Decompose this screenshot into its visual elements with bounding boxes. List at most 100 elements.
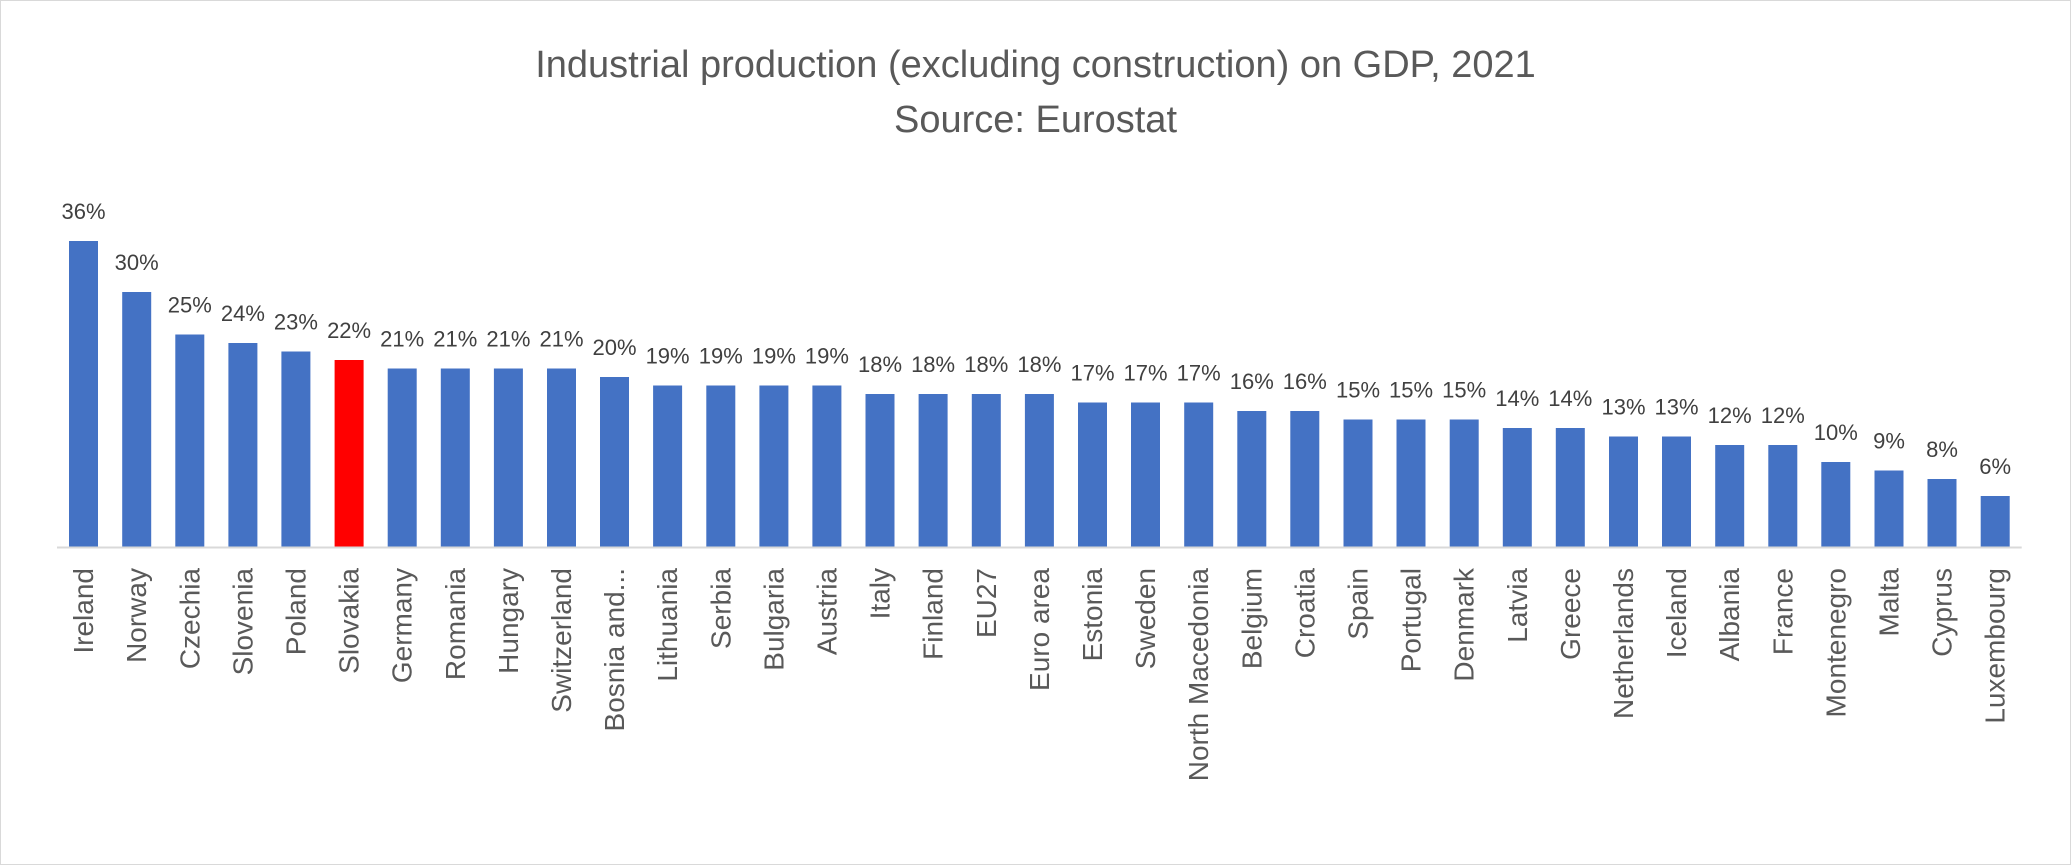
data-label: 13% (1601, 395, 1645, 420)
bar-luxembourg (1980, 496, 2010, 547)
bar-denmark (1449, 419, 1479, 547)
bar-sweden (1131, 402, 1160, 547)
bar-finland (918, 394, 948, 547)
bar-ireland (69, 241, 98, 547)
bar-slovakia (334, 360, 364, 547)
category-label: Sweden (1130, 568, 1161, 669)
category-label: EU27 (971, 568, 1002, 638)
category-label: Austria (811, 568, 842, 656)
category-label: Belgium (1236, 568, 1267, 669)
data-label: 15% (1442, 378, 1486, 403)
category-label: Luxembourg (1980, 568, 2011, 724)
data-label: 16% (1283, 369, 1327, 394)
bar-greece (1555, 428, 1585, 547)
bar-bosnia-and (600, 377, 629, 547)
bar-eu27 (971, 394, 1001, 547)
bars-group (69, 241, 2010, 547)
category-label: Latvia (1502, 568, 1533, 643)
chart-subtitle: Source: Eurostat (893, 99, 1178, 141)
bar-italy (865, 394, 895, 547)
bar-euro-area (1024, 394, 1054, 547)
bar-hungary (493, 368, 523, 547)
data-label: 30% (115, 250, 159, 275)
bar-spain (1343, 419, 1373, 547)
bar-estonia (1078, 402, 1107, 547)
data-label: 23% (274, 310, 318, 335)
category-label: Greece (1555, 568, 1586, 660)
category-label: Cyprus (1927, 568, 1958, 657)
chart-title-block: Industrial production (excluding constru… (0, 38, 2071, 148)
data-label: 19% (805, 344, 849, 369)
data-label: 15% (1389, 378, 1433, 403)
bar-switzerland (547, 368, 576, 547)
data-label: 10% (1814, 420, 1858, 445)
data-label: 21% (433, 327, 477, 352)
category-label: Albania (1714, 568, 1745, 662)
bar-cyprus (1927, 479, 1957, 547)
category-label: Malta (1874, 568, 1905, 637)
category-label: Finland (918, 568, 949, 660)
data-label: 18% (1017, 352, 1061, 377)
bar-norway (122, 292, 152, 547)
data-label: 13% (1654, 395, 1698, 420)
data-label: 19% (752, 344, 796, 369)
bar-latvia (1502, 428, 1532, 547)
category-label: Germany (387, 568, 418, 683)
category-label: Poland (280, 568, 311, 655)
bar-north-macedonia (1184, 402, 1214, 547)
bar-czechia (175, 334, 205, 547)
chart-title: Industrial production (excluding constru… (535, 44, 1536, 86)
data-label: 18% (858, 352, 902, 377)
category-label: Montenegro (1820, 568, 1851, 717)
data-label: 19% (699, 344, 743, 369)
bar-austria (812, 385, 842, 547)
bar-poland (281, 351, 311, 547)
data-label: 17% (1177, 361, 1221, 386)
value-labels-group: 36% 30% 25% 24% 23% 22% 21% 21% 21% 21% 20% 19% 19% 1… (61, 199, 2011, 479)
category-label: Slovakia (334, 568, 365, 674)
category-label: Italy (865, 568, 896, 619)
bar-iceland (1662, 436, 1691, 547)
category-label: Estonia (1077, 568, 1108, 662)
category-label: Slovenia (227, 568, 258, 676)
data-label: 19% (646, 344, 690, 369)
data-label: 17% (1070, 361, 1114, 386)
category-label: Switzerland (546, 568, 577, 713)
data-label: 6% (1979, 454, 2011, 479)
data-label: 16% (1230, 369, 1274, 394)
bar-croatia (1290, 411, 1320, 547)
bar-portugal (1396, 419, 1426, 547)
category-label: Bulgaria (758, 568, 789, 671)
data-label: 9% (1873, 429, 1905, 454)
category-label: Iceland (1661, 568, 1692, 658)
bar-netherlands (1609, 436, 1638, 547)
data-label: 22% (327, 318, 371, 343)
category-label: France (1767, 568, 1798, 655)
category-label: Croatia (1289, 568, 1320, 659)
data-label: 21% (486, 327, 530, 352)
bar-romania (440, 368, 470, 547)
data-label: 25% (168, 293, 212, 318)
category-label: Hungary (493, 568, 524, 674)
category-label: Euro area (1024, 568, 1055, 691)
category-label: North Macedonia (1183, 568, 1214, 782)
bar-germany (387, 368, 417, 547)
category-label: Portugal (1396, 568, 1427, 672)
data-label: 36% (61, 199, 105, 224)
data-label: 20% (592, 335, 636, 360)
category-label: Serbia (705, 568, 736, 649)
bar-serbia (706, 385, 736, 547)
bar-bulgaria (759, 385, 789, 547)
bar-france (1768, 445, 1798, 547)
data-label: 12% (1761, 403, 1805, 428)
data-label: 18% (964, 352, 1008, 377)
data-label: 18% (911, 352, 955, 377)
bar-belgium (1237, 411, 1267, 547)
category-label: Norway (121, 568, 152, 663)
category-labels-group: Ireland Norway Czechia Slovenia Poland Slovak… (68, 567, 2011, 781)
category-label: Romania (440, 568, 471, 680)
data-label: 21% (539, 327, 583, 352)
data-label: 15% (1336, 378, 1380, 403)
bar-albania (1715, 445, 1745, 547)
